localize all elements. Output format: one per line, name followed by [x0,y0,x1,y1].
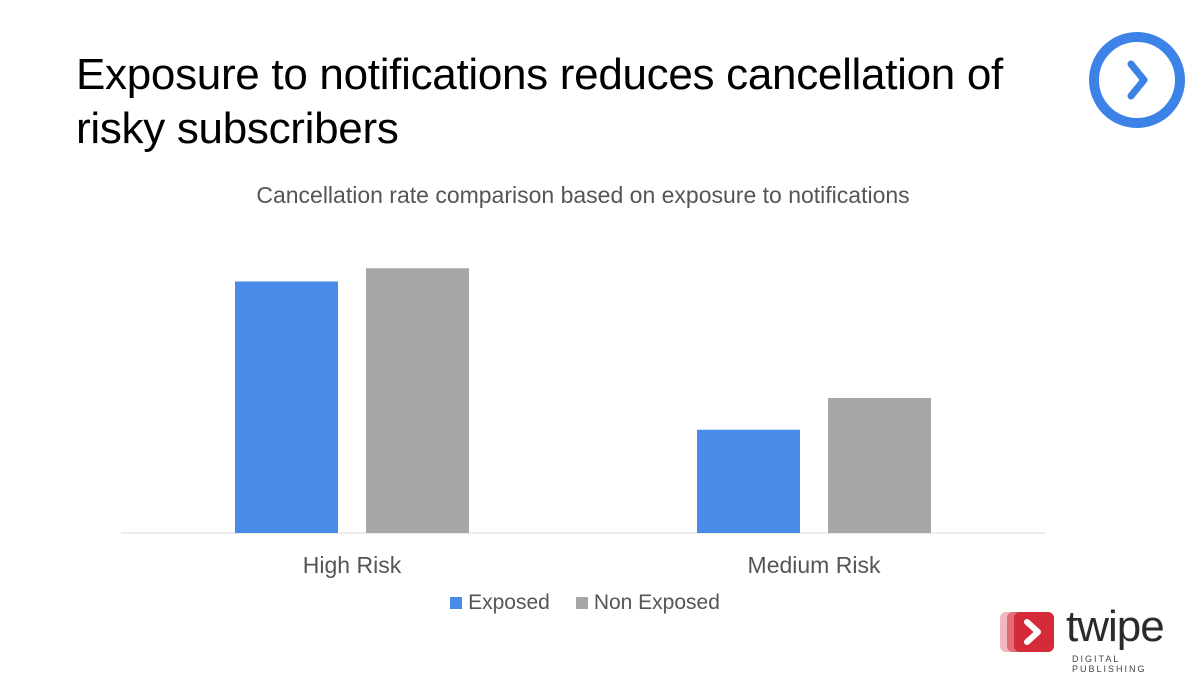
bar-non-exposed-high-risk [366,268,469,533]
chart-title: Cancellation rate comparison based on ex… [256,182,909,208]
legend-swatch-non-exposed [575,597,588,609]
bar-non-exposed-medium-risk [828,397,931,533]
bar-chart: Cancellation rate comparison based on ex… [121,182,1045,578]
legend-item-exposed: Exposed [450,591,550,615]
brand-tagline: DIGITAL PUBLISHING [1072,654,1147,674]
brand-name: twipe [1066,602,1165,651]
slide-title: Exposure to notifications reduces cancel… [76,50,1003,153]
legend-label-exposed: Exposed [468,591,550,614]
twipe-logo-icon [1000,612,1054,652]
bar-exposed-medium-risk [697,429,800,533]
twipe-logo: twipe DIGITAL PUBLISHING [1000,602,1190,674]
legend-item-non-exposed: Non Exposed [575,591,720,615]
legend-label-non-exposed: Non Exposed [593,591,720,614]
bar-exposed-high-risk [235,281,338,533]
chevron-right-circle-icon[interactable] [1087,30,1187,130]
legend: Exposed Non Exposed [0,591,1170,615]
legend-swatch-exposed [450,597,463,609]
category-label-high-risk: High Risk [303,552,402,578]
category-label-medium-risk: Medium Risk [748,552,881,578]
